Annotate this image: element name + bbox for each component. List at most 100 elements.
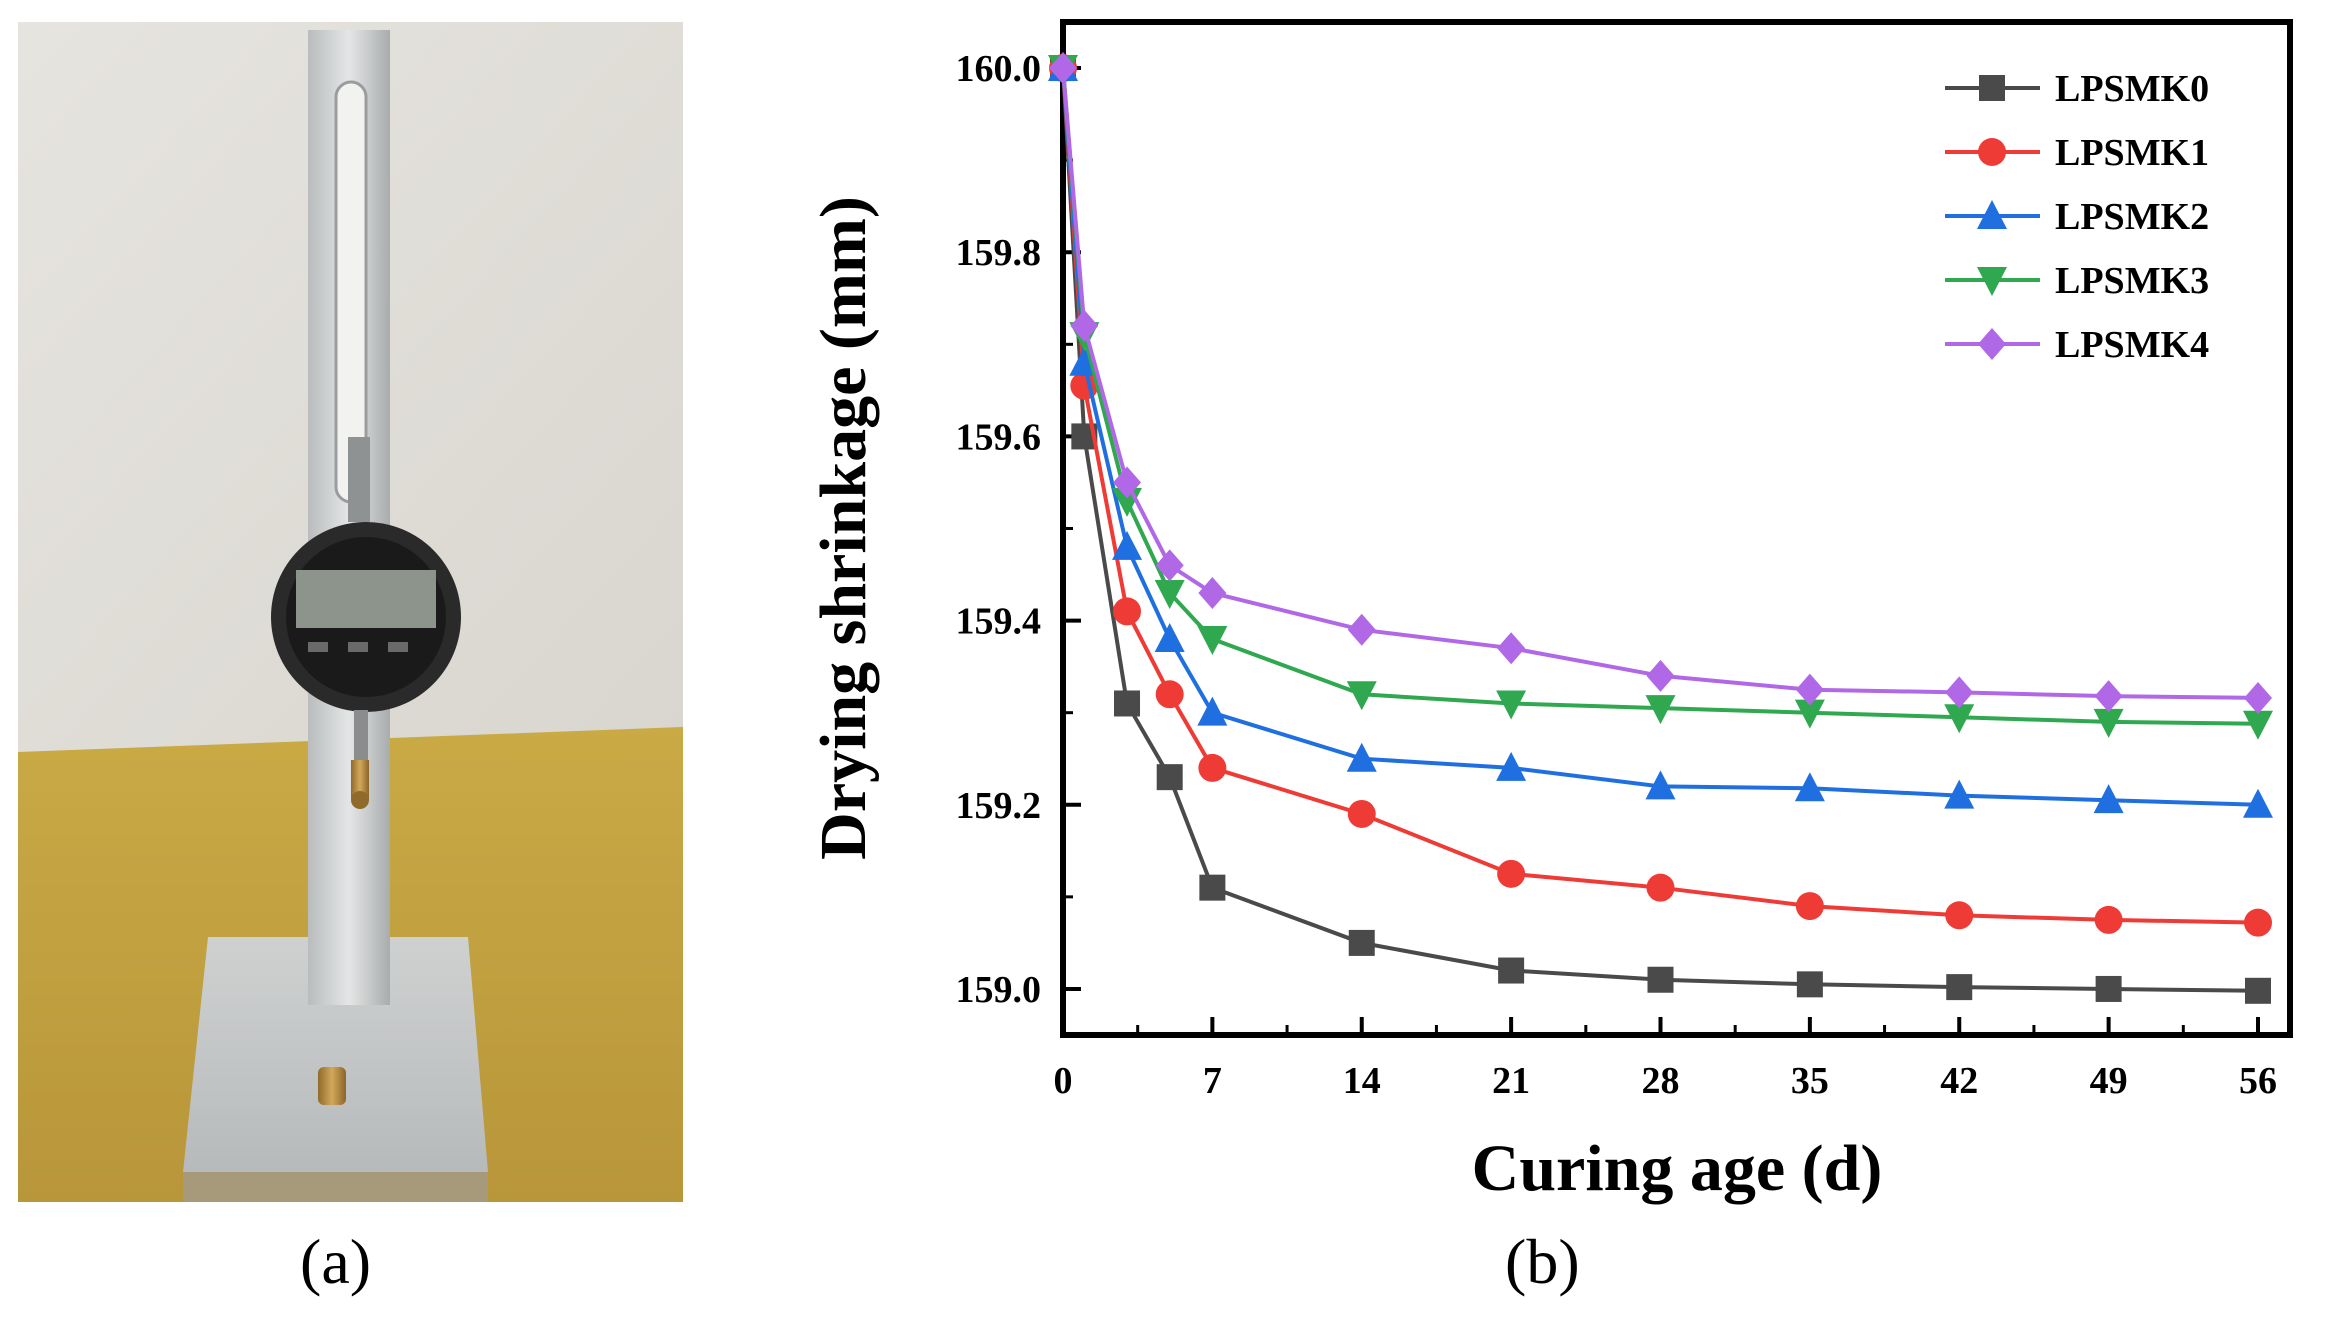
gauge-button-1 bbox=[308, 642, 328, 652]
data-point bbox=[1155, 680, 1184, 709]
legend-marker bbox=[1977, 200, 2007, 229]
gauge-tip bbox=[351, 791, 369, 809]
gauge-button-2 bbox=[348, 642, 368, 652]
data-point bbox=[1113, 597, 1142, 626]
data-point bbox=[1647, 966, 1674, 993]
data-point bbox=[1156, 764, 1183, 791]
data-point bbox=[1198, 753, 1227, 782]
data-point bbox=[1795, 892, 1824, 921]
data-point bbox=[1497, 859, 1526, 888]
series-lpsmk4 bbox=[1049, 52, 2272, 714]
data-point bbox=[1348, 929, 1375, 956]
x-tick-label: 0 bbox=[1054, 1060, 1073, 1102]
data-point bbox=[1945, 676, 1974, 709]
data-point bbox=[1112, 530, 1143, 560]
data-point bbox=[1796, 971, 1823, 998]
data-point bbox=[1497, 632, 1526, 665]
x-tick-label: 56 bbox=[2239, 1060, 2277, 1102]
legend-item: LPSMK1 bbox=[1945, 132, 2209, 174]
data-point bbox=[1944, 704, 1975, 734]
data-point bbox=[1794, 699, 1825, 729]
data-point bbox=[2242, 710, 2273, 740]
y-tick-label: 160.0 bbox=[956, 48, 1042, 90]
data-point bbox=[1346, 742, 1377, 772]
panel-b-label: (b) bbox=[1505, 1226, 1580, 1297]
data-point bbox=[1496, 751, 1527, 781]
drying-shrinkage-chart: 0 7 14 21 28 35 42 49 56 159.0159.2159.4159.6159… bbox=[807, 19, 2293, 1205]
data-point bbox=[1347, 613, 1376, 646]
data-point bbox=[1646, 873, 1675, 902]
gauge-stem bbox=[354, 710, 368, 760]
legend-marker bbox=[1979, 75, 2005, 101]
series-layer bbox=[1048, 52, 2273, 1004]
x-tick-label: 14 bbox=[1343, 1060, 1381, 1102]
data-point bbox=[1197, 696, 1228, 726]
data-point bbox=[2094, 680, 2123, 713]
anvil-pin bbox=[318, 1067, 346, 1105]
legend: LPSMK0 LPSMK1 LPSMK2 LPSMK3 LPSMK4 bbox=[1945, 68, 2209, 366]
series-lpsmk1 bbox=[1049, 54, 2272, 937]
data-point bbox=[1197, 626, 1228, 656]
y-axis-title: Drying shrinkage (mm) bbox=[807, 196, 880, 860]
x-tick-label: 28 bbox=[1641, 1060, 1679, 1102]
axis-ticks bbox=[1061, 66, 2260, 1035]
x-tick-labels: 0 7 14 21 28 35 42 49 56 bbox=[1054, 1060, 2277, 1102]
legend-marker bbox=[1978, 138, 2006, 166]
y-tick-label: 159.4 bbox=[956, 601, 1042, 643]
legend-marker bbox=[1977, 267, 2007, 296]
x-axis-title: Curing age (d) bbox=[1472, 1132, 1883, 1205]
data-point bbox=[1199, 874, 1226, 901]
legend-item: LPSMK3 bbox=[1945, 260, 2209, 302]
data-point bbox=[1198, 576, 1227, 609]
series-lpsmk2 bbox=[1048, 52, 2273, 818]
data-point bbox=[1944, 779, 1975, 809]
data-point bbox=[1070, 309, 1099, 342]
data-point bbox=[1795, 673, 1824, 706]
series-line bbox=[1061, 67, 2259, 700]
gauge-button-3 bbox=[388, 642, 408, 652]
series-line bbox=[1061, 67, 2259, 925]
data-point bbox=[1346, 681, 1377, 711]
y-tick-label: 159.2 bbox=[956, 785, 1042, 827]
data-point bbox=[1496, 690, 1527, 720]
data-point bbox=[2244, 977, 2271, 1004]
y-tick-labels: 159.0 159.2 159.4 159.6 159.8 160.0 bbox=[956, 48, 1042, 1011]
y-tick-label: 159.0 bbox=[956, 969, 1042, 1011]
data-point bbox=[1154, 579, 1185, 609]
legend-marker bbox=[1978, 328, 2006, 360]
data-point bbox=[2094, 905, 2123, 934]
base-plate-edge bbox=[183, 1172, 488, 1202]
y-tick-label: 159.8 bbox=[956, 232, 1042, 274]
data-point bbox=[2243, 908, 2272, 937]
dial-gauge-photo bbox=[18, 22, 683, 1202]
data-point bbox=[2093, 708, 2124, 738]
data-point bbox=[2093, 784, 2124, 814]
data-point bbox=[2095, 975, 2122, 1002]
legend-item: LPSMK0 bbox=[1945, 68, 2209, 110]
legend-label: LPSMK2 bbox=[2055, 196, 2209, 238]
gauge-contact-point bbox=[351, 760, 369, 800]
data-point bbox=[1049, 52, 1077, 85]
x-tick-label: 7 bbox=[1203, 1060, 1222, 1102]
series-line bbox=[1061, 67, 2259, 726]
data-point bbox=[1645, 695, 1676, 725]
data-point bbox=[1646, 659, 1675, 692]
x-tick-label: 21 bbox=[1492, 1060, 1530, 1102]
x-tick-label: 42 bbox=[1940, 1060, 1978, 1102]
series-line bbox=[1061, 67, 2259, 993]
legend-label: LPSMK4 bbox=[2055, 324, 2209, 366]
panel-a-label: (a) bbox=[300, 1226, 372, 1297]
gauge-lcd bbox=[296, 570, 436, 628]
legend-label: LPSMK1 bbox=[2055, 132, 2209, 174]
y-tick-label: 159.6 bbox=[956, 416, 1042, 458]
dial-gauge-illustration bbox=[18, 22, 683, 1202]
legend-item: LPSMK2 bbox=[1945, 196, 2209, 238]
x-tick-label: 49 bbox=[2090, 1060, 2128, 1102]
data-point bbox=[1946, 974, 1973, 1001]
base-plate bbox=[183, 937, 488, 1172]
data-point bbox=[1645, 770, 1676, 800]
data-point bbox=[1794, 772, 1825, 802]
series-line bbox=[1061, 67, 2259, 807]
data-point bbox=[1114, 690, 1141, 717]
data-point bbox=[1154, 623, 1185, 653]
